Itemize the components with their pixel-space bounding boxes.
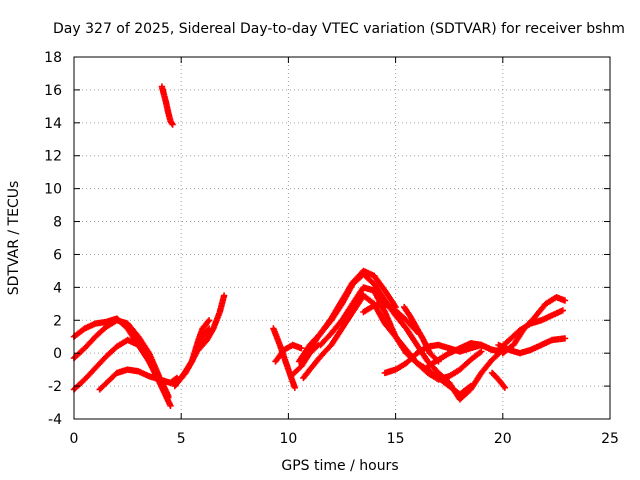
data-points — [270, 325, 298, 391]
y-axis-label: SDTVAR / TECUs — [6, 181, 22, 296]
y-tick-label: 0 — [53, 346, 62, 362]
x-tick-label: 0 — [70, 431, 79, 447]
y-tick-label: 8 — [53, 215, 62, 231]
y-tick-label: 6 — [53, 247, 62, 263]
x-axis-label: GPS time / hours — [281, 458, 398, 474]
tick-layer: -4 -2 0 2 4 6 8 10 12 14 16 18 0 5 10 15 20 25 — [44, 50, 619, 447]
data-points — [495, 335, 569, 357]
y-tick-label: -4 — [48, 412, 62, 428]
data-layer — [70, 83, 569, 409]
x-tick-label: 5 — [177, 431, 186, 447]
data-points — [70, 315, 172, 401]
y-tick-label: 12 — [44, 149, 62, 165]
data-points — [272, 341, 305, 365]
data-points — [317, 284, 474, 398]
data-points — [167, 317, 213, 386]
data-points — [306, 267, 399, 352]
series-track-k — [289, 341, 322, 378]
y-tick-label: -2 — [48, 379, 62, 395]
series-track-h — [158, 83, 176, 128]
series-track-j — [272, 341, 305, 365]
y-tick-label: 14 — [44, 116, 62, 132]
series-track-i — [270, 325, 298, 391]
plot-frame — [73, 56, 611, 420]
series-track-w — [495, 335, 569, 357]
x-tick-label: 20 — [494, 431, 512, 447]
data-points — [424, 340, 496, 370]
y-tick-label: 10 — [44, 182, 62, 198]
data-points — [360, 300, 421, 335]
series-track-p — [360, 300, 421, 335]
series-track-t — [488, 369, 509, 391]
x-tick-label: 15 — [387, 431, 405, 447]
data-points — [401, 303, 442, 365]
y-tick-label: 18 — [44, 50, 62, 66]
series-track-f — [171, 325, 213, 390]
series-track-o — [317, 284, 474, 398]
y-tick-label: 4 — [53, 280, 62, 296]
data-points — [488, 369, 509, 391]
data-points — [289, 341, 322, 378]
series-track-g — [195, 292, 228, 354]
y-tick-label: 16 — [44, 83, 62, 99]
series-track-s — [424, 340, 496, 370]
series-track-n — [306, 267, 399, 352]
data-points — [195, 292, 228, 354]
data-points — [158, 83, 176, 128]
series-track-r — [401, 303, 442, 365]
data-points — [171, 325, 213, 390]
x-tick-label: 10 — [279, 431, 297, 447]
y-tick-label: 2 — [53, 313, 62, 329]
series-track-a — [70, 315, 172, 401]
x-tick-label: 25 — [601, 431, 619, 447]
chart-title: Day 327 of 2025, Sidereal Day-to-day VTE… — [53, 21, 625, 37]
series-track-e — [167, 317, 213, 386]
